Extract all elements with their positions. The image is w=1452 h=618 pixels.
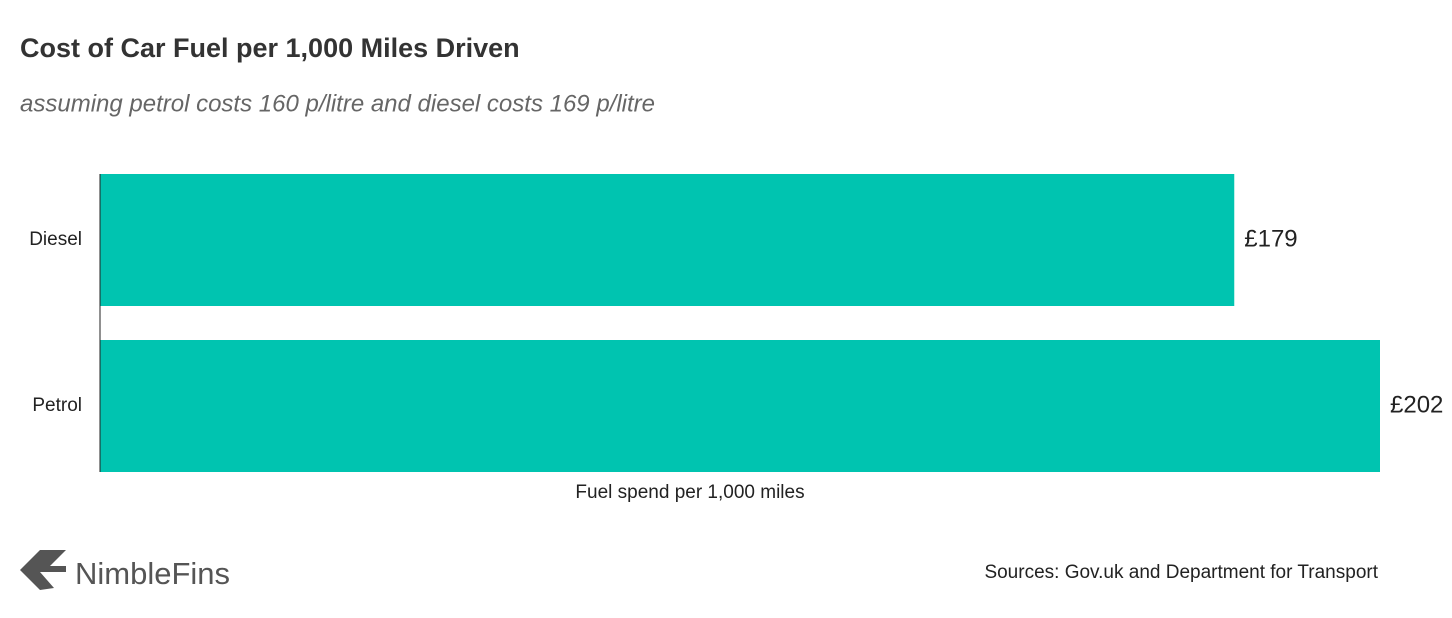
chart-subtitle: assuming petrol costs 160 p/litre and di…: [20, 90, 655, 117]
bar: [100, 174, 1235, 306]
x-axis-label: Fuel spend per 1,000 miles: [575, 482, 804, 503]
logo: [20, 550, 66, 590]
chart-title: Cost of Car Fuel per 1,000 Miles Driven: [20, 33, 520, 63]
logo-text: NimbleFins: [75, 556, 230, 591]
y-tick-label: Petrol: [32, 395, 82, 416]
y-tick-label: Diesel: [29, 229, 82, 250]
value-label: £202: [1390, 391, 1443, 418]
bar: [100, 340, 1380, 472]
source: Sources: Gov.uk and Department for Trans…: [984, 562, 1378, 583]
value-label: £179: [1244, 225, 1297, 252]
logo-icon: [20, 550, 66, 590]
